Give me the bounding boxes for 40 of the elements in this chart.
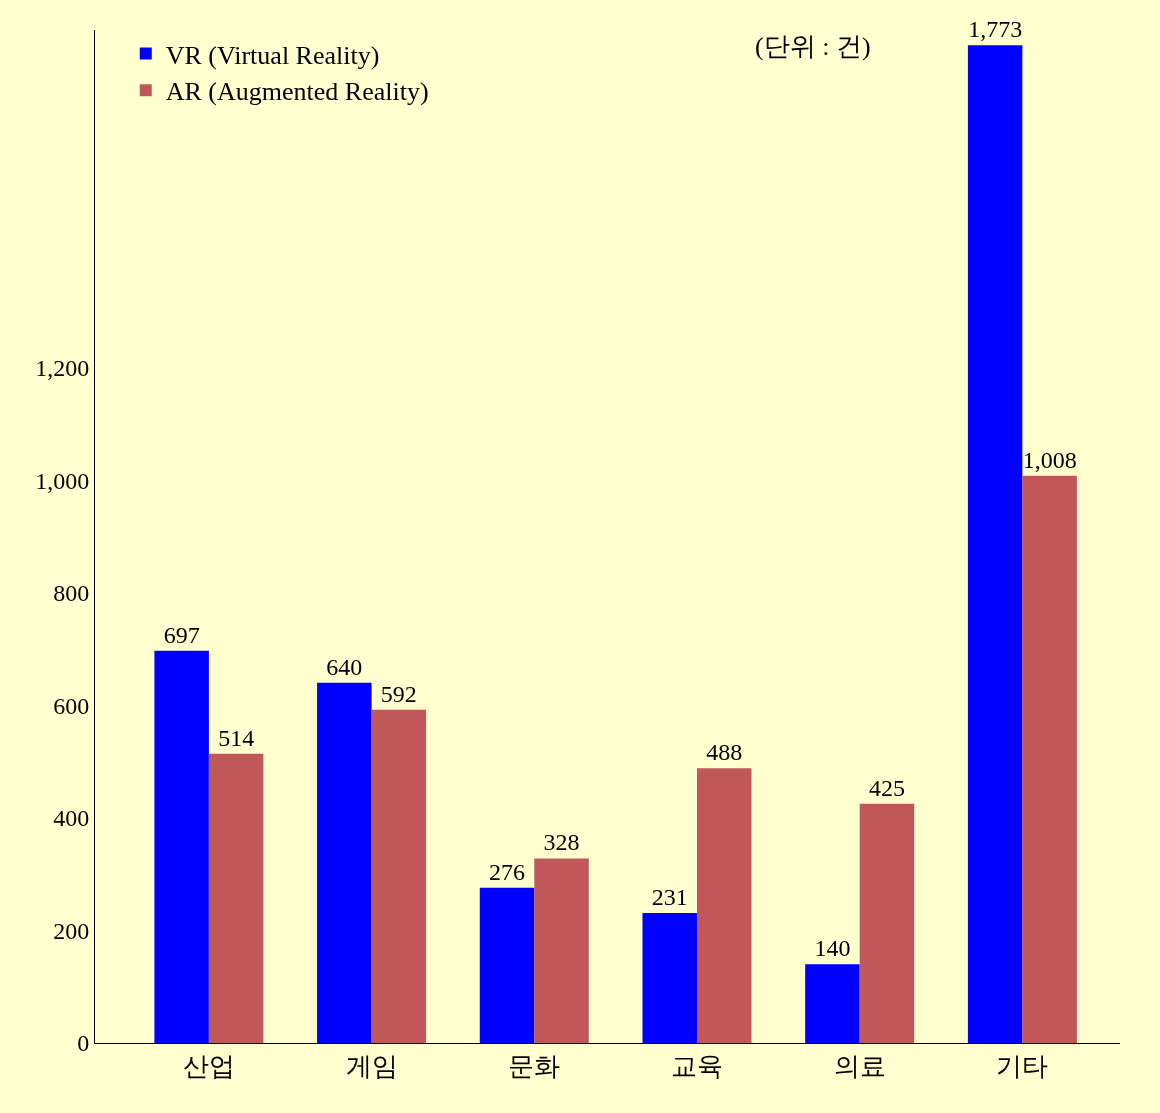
bar bbox=[805, 964, 860, 1043]
y-tick-label: 1,200 bbox=[35, 355, 90, 382]
y-tick-label: 1,000 bbox=[35, 467, 90, 494]
bar bbox=[154, 650, 209, 1043]
legend-label: AR (Augmented Reality) bbox=[165, 77, 429, 107]
data-label: 697 bbox=[163, 621, 200, 648]
y-tick-label: 600 bbox=[53, 692, 90, 719]
data-label: 231 bbox=[651, 884, 688, 910]
data-label: 425 bbox=[868, 774, 905, 801]
bar bbox=[479, 887, 535, 1043]
data-label: 1,773 bbox=[968, 16, 1023, 43]
bar bbox=[967, 45, 1023, 1043]
data-label: 488 bbox=[706, 739, 743, 766]
bar bbox=[534, 858, 589, 1043]
bar bbox=[317, 682, 372, 1043]
y-tick-label: 400 bbox=[53, 805, 90, 832]
data-label: 592 bbox=[380, 680, 417, 707]
y-tick-label: 200 bbox=[53, 917, 90, 944]
legend-label: VR (Virtual Reality) bbox=[165, 40, 380, 70]
data-label: 328 bbox=[543, 829, 580, 856]
x-tick-label: 교육 bbox=[670, 1051, 723, 1082]
bar bbox=[1022, 475, 1077, 1043]
annotation: (단위 : 건) bbox=[755, 32, 871, 61]
data-label: 276 bbox=[489, 858, 526, 885]
x-tick-label: 게임 bbox=[345, 1051, 398, 1082]
y-tick-label: 800 bbox=[53, 580, 90, 607]
data-label: 140 bbox=[814, 935, 851, 962]
bar bbox=[371, 709, 427, 1043]
x-tick-label: 문화 bbox=[508, 1051, 561, 1082]
data-label: 514 bbox=[218, 724, 255, 751]
bar bbox=[208, 753, 264, 1043]
bar bbox=[642, 913, 697, 1043]
x-tick-label: 의료 bbox=[833, 1051, 886, 1082]
data-label: 1,008 bbox=[1022, 446, 1077, 473]
x-tick-label: 기타 bbox=[996, 1051, 1049, 1082]
data-label: 640 bbox=[326, 653, 363, 680]
bar bbox=[859, 803, 915, 1043]
y-tick-label: 0 bbox=[77, 1030, 90, 1057]
x-tick-label: 산업 bbox=[182, 1051, 235, 1082]
bar bbox=[696, 768, 752, 1043]
